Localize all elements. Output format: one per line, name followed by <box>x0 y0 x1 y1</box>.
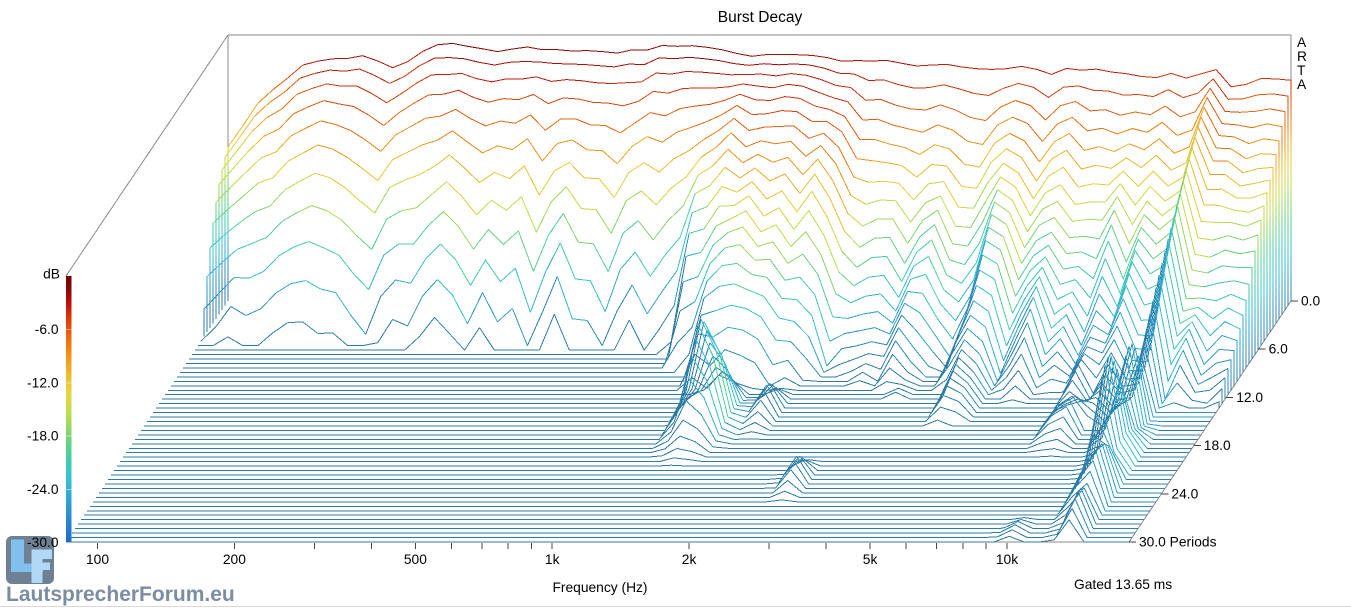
svg-text:10k: 10k <box>996 552 1018 567</box>
svg-text:5k: 5k <box>863 552 878 567</box>
svg-text:200: 200 <box>223 552 246 567</box>
svg-text:-30.0: -30.0 <box>27 535 59 550</box>
svg-text:-6.0: -6.0 <box>35 322 59 337</box>
svg-text:-18.0: -18.0 <box>27 429 59 444</box>
svg-text:1k: 1k <box>545 552 560 567</box>
svg-text:12.0: 12.0 <box>1236 390 1263 405</box>
svg-text:T: T <box>1297 63 1306 78</box>
svg-text:18.0: 18.0 <box>1204 438 1231 453</box>
svg-text:Gated 13.65 ms: Gated 13.65 ms <box>1074 577 1172 592</box>
svg-text:-12.0: -12.0 <box>27 375 59 390</box>
svg-text:A: A <box>1297 35 1307 50</box>
svg-text:24.0: 24.0 <box>1171 486 1198 501</box>
svg-text:6.0: 6.0 <box>1269 342 1289 357</box>
svg-text:-24.0: -24.0 <box>27 482 59 497</box>
svg-text:Burst Decay: Burst Decay <box>718 9 803 26</box>
svg-text:100: 100 <box>86 552 109 567</box>
svg-text:0.0: 0.0 <box>1301 294 1321 309</box>
svg-text:30.0 Periods: 30.0 Periods <box>1139 535 1217 550</box>
svg-text:LautsprecherForum.eu: LautsprecherForum.eu <box>6 583 235 606</box>
svg-text:Frequency (Hz): Frequency (Hz) <box>552 580 647 595</box>
svg-text:R: R <box>1297 49 1307 64</box>
svg-text:A: A <box>1297 77 1307 92</box>
svg-text:500: 500 <box>404 552 427 567</box>
svg-text:dB: dB <box>43 267 60 282</box>
svg-text:2k: 2k <box>682 552 697 567</box>
